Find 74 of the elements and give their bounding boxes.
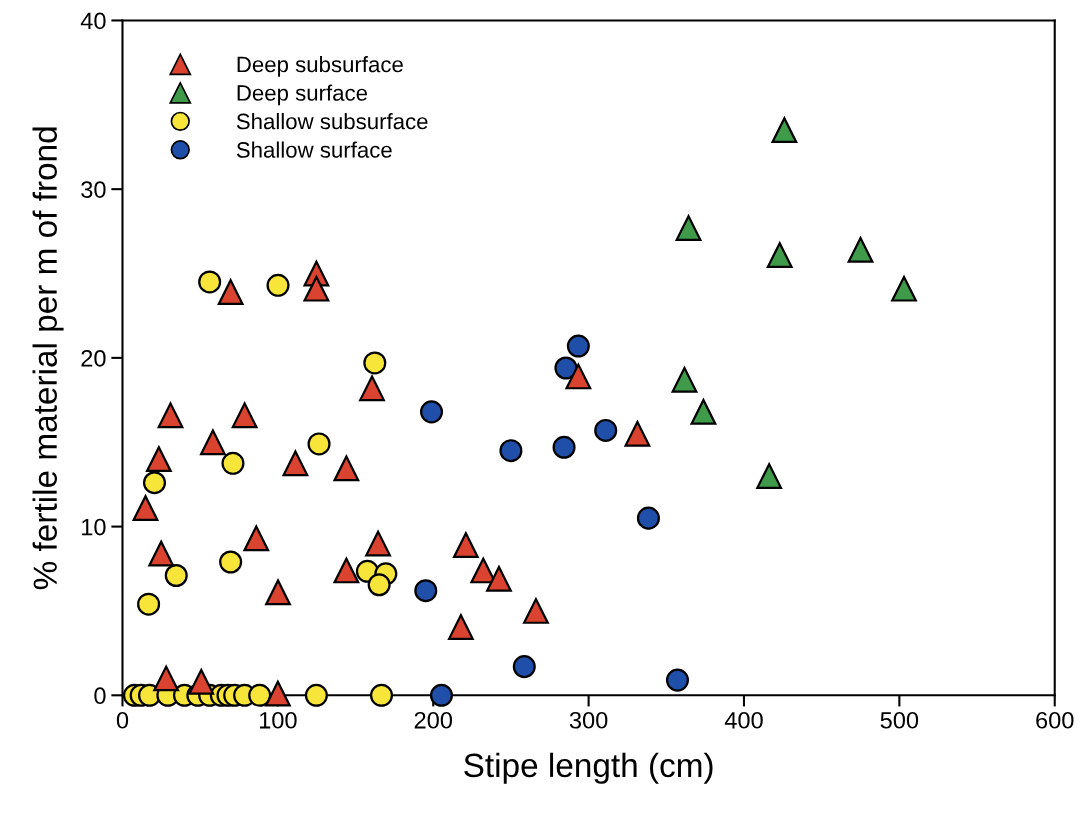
legend-label: Deep subsurface bbox=[237, 56, 403, 77]
point bbox=[157, 402, 184, 429]
point bbox=[145, 446, 172, 473]
point bbox=[452, 532, 479, 559]
point bbox=[282, 450, 309, 477]
point bbox=[690, 398, 717, 425]
point bbox=[523, 598, 549, 624]
point bbox=[363, 351, 387, 375]
point bbox=[486, 565, 512, 592]
y-tick-label: 0 bbox=[94, 687, 106, 705]
point bbox=[365, 530, 391, 557]
x-tick-label: 300 bbox=[569, 711, 608, 729]
point bbox=[200, 429, 226, 456]
x-tick-label: 100 bbox=[259, 711, 297, 729]
point bbox=[499, 439, 523, 463]
legend-label: Deep surface bbox=[237, 84, 368, 106]
point bbox=[304, 683, 328, 707]
point bbox=[265, 579, 291, 606]
x-tick-label: 600 bbox=[1036, 711, 1074, 729]
point bbox=[359, 375, 385, 402]
point bbox=[566, 334, 590, 358]
point bbox=[594, 418, 618, 442]
x-tick-label: 500 bbox=[880, 711, 919, 729]
point bbox=[333, 455, 360, 482]
point bbox=[414, 579, 438, 603]
point bbox=[217, 279, 244, 305]
point bbox=[665, 668, 690, 692]
point bbox=[231, 402, 258, 429]
point bbox=[429, 683, 453, 707]
point bbox=[307, 432, 331, 456]
x-tick-label: 400 bbox=[724, 711, 763, 729]
point bbox=[447, 614, 474, 640]
point bbox=[675, 215, 702, 241]
point bbox=[847, 236, 874, 263]
point bbox=[243, 525, 270, 552]
point bbox=[221, 451, 245, 475]
point bbox=[420, 400, 444, 424]
point bbox=[164, 563, 188, 588]
point bbox=[198, 270, 222, 294]
point bbox=[137, 592, 161, 616]
x-tick-label: 0 bbox=[116, 711, 129, 729]
y-tick-label: 30 bbox=[81, 181, 106, 198]
point bbox=[891, 275, 917, 302]
point bbox=[671, 366, 698, 393]
point bbox=[565, 363, 592, 390]
point bbox=[303, 275, 330, 302]
point bbox=[512, 655, 536, 679]
point bbox=[148, 540, 175, 567]
point bbox=[624, 420, 651, 447]
point bbox=[248, 683, 272, 707]
x-axis-title: Stipe length (cm) bbox=[464, 752, 713, 784]
y-tick-label: 10 bbox=[82, 518, 106, 536]
point bbox=[219, 550, 243, 574]
point bbox=[554, 356, 578, 380]
point bbox=[264, 680, 291, 707]
point bbox=[552, 435, 576, 459]
y-axis-title: % fertile material per m of frond bbox=[32, 127, 64, 590]
point bbox=[636, 506, 660, 530]
point bbox=[333, 557, 360, 584]
y-tick-label: 40 bbox=[80, 12, 106, 30]
point bbox=[266, 273, 290, 297]
x-tick-label: 200 bbox=[414, 711, 453, 729]
point bbox=[153, 665, 180, 692]
point bbox=[367, 573, 391, 597]
point bbox=[756, 463, 783, 489]
legend-label: Shallow subsurface bbox=[236, 112, 428, 130]
point bbox=[766, 242, 793, 268]
point bbox=[142, 471, 167, 495]
legend-label: Shallow surface bbox=[236, 141, 392, 158]
point bbox=[771, 117, 798, 144]
y-tick-label: 20 bbox=[81, 349, 106, 367]
point bbox=[132, 495, 159, 521]
point bbox=[369, 683, 394, 707]
point bbox=[188, 668, 215, 695]
